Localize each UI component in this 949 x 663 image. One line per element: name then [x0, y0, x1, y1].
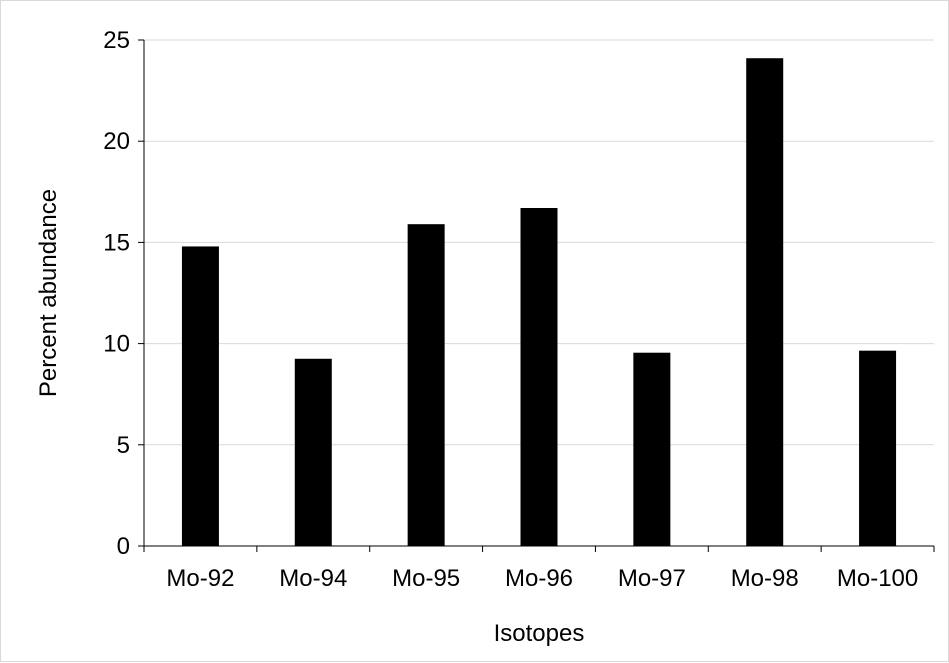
y-axis-title: Percent abundance [35, 189, 62, 397]
x-tick-label: Mo-94 [279, 565, 347, 592]
x-tick-label: Mo-95 [392, 565, 460, 592]
bar-mo-100 [859, 350, 897, 546]
x-tick-labels: Mo-92 Mo-94 Mo-95 Mo-96 Mo-97 Mo-98 Mo-100 [166, 565, 918, 592]
y-tick-label: 0 [117, 533, 130, 560]
bar-mo-98 [746, 58, 784, 546]
x-tick-label: Mo-100 [837, 565, 918, 592]
axes [143, 40, 934, 547]
bars [143, 58, 935, 552]
y-tick-label: 25 [103, 27, 130, 54]
x-tick-label: Mo-96 [505, 565, 573, 592]
y-tick-labels: 0 5 10 15 20 25 [103, 27, 130, 560]
y-tick-label: 10 [103, 331, 130, 358]
y-tick-label: 5 [117, 432, 130, 459]
x-tick-label: Mo-97 [618, 565, 686, 592]
x-tick-label: Mo-98 [731, 565, 799, 592]
bar-mo-95 [407, 224, 445, 546]
bar-mo-96 [520, 207, 558, 546]
x-tick-label: Mo-92 [166, 565, 234, 592]
bar-mo-92 [181, 246, 219, 546]
bar-mo-94 [294, 358, 332, 546]
y-tick-label: 20 [103, 128, 130, 155]
y-tick-label: 15 [103, 229, 130, 256]
x-axis-title: Isotopes [494, 620, 585, 647]
bar-mo-97 [633, 352, 671, 546]
